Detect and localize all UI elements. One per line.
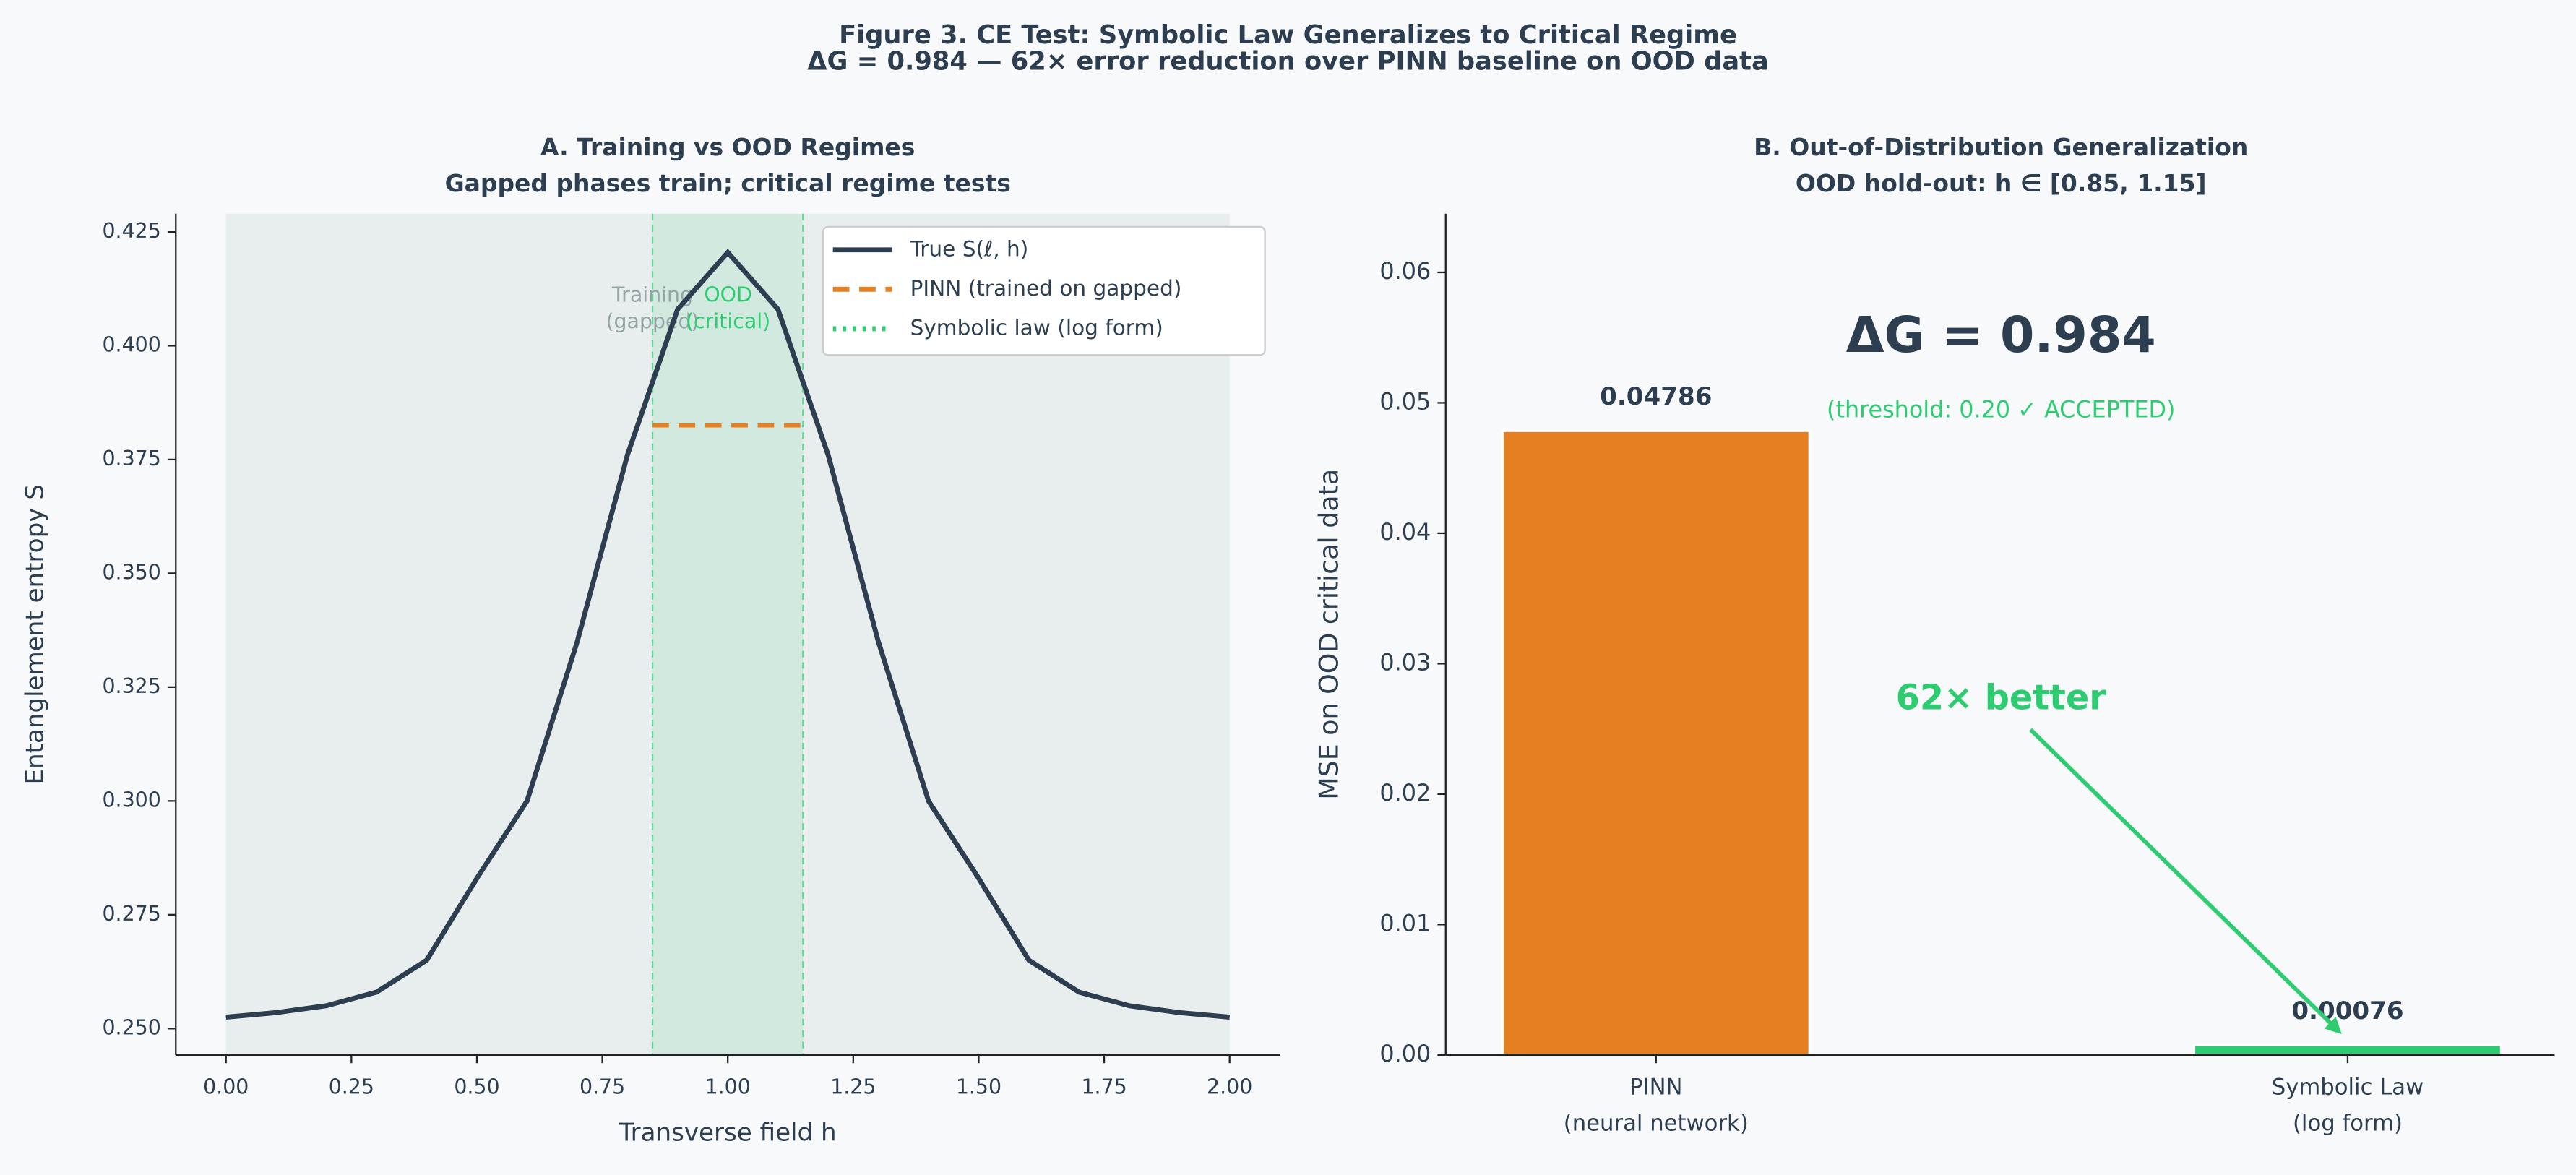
ood-region	[652, 213, 804, 1055]
x-tick-label: 1.75	[1081, 1075, 1127, 1098]
x-tick-label: 1.25	[830, 1075, 876, 1098]
y-tick-label: 0.03	[1379, 648, 1431, 676]
legend-label: True S(ℓ, h)	[910, 236, 1029, 261]
x-tick-label: PINN (neural network)	[1564, 1075, 1749, 1136]
y-tick-label: 0.01	[1379, 909, 1431, 937]
chart-title: B. Out-of-Distribution Generalization OOD…	[1754, 132, 2248, 197]
chart-title: A. Training vs OOD Regimes Gapped phases …	[445, 132, 1011, 197]
y-axis-label: Entanglement entropy S	[21, 484, 50, 784]
y-tick-label: 0.250	[102, 1015, 160, 1039]
annotation: ΔG = 0.984	[1846, 307, 2156, 364]
value-label: 0.04786	[1600, 382, 1712, 411]
y-tick-label: 0.300	[102, 788, 160, 812]
bar	[2192, 1043, 2503, 1056]
y-axis-label: MSE on OOD critical data	[1314, 469, 1345, 800]
y-tick-label: 0.04	[1379, 518, 1431, 546]
region-label: OOD (critical)	[686, 283, 770, 332]
y-tick-label: 0.02	[1379, 779, 1431, 806]
line-series	[225, 249, 1230, 1020]
x-axis-label: Transverse field h	[619, 1118, 837, 1147]
legend-label: Symbolic law (log form)	[910, 315, 1163, 340]
annotation: (threshold: 0.20 ✓ ACCEPTED)	[1827, 396, 2175, 423]
y-tick-label: 0.00	[1379, 1040, 1431, 1067]
y-tick-label: 0.275	[102, 902, 160, 926]
y-tick-label: 0.400	[102, 332, 160, 356]
x-tick-label: 2.00	[1207, 1075, 1252, 1098]
legend-box	[822, 225, 1266, 356]
y-tick-label: 0.06	[1379, 257, 1431, 285]
annotation-arrow	[2029, 728, 2342, 1035]
bar	[1501, 429, 1812, 1056]
y-tick-label: 0.375	[102, 447, 160, 470]
y-tick-label: 0.350	[102, 560, 160, 584]
x-tick-label: Symbolic Law (log form)	[2272, 1075, 2424, 1136]
x-tick-label: 0.75	[580, 1075, 625, 1098]
figure-title: Figure 3. CE Test: Symbolic Law Generali…	[807, 20, 1768, 76]
x-tick-label: 0.25	[329, 1075, 374, 1098]
x-tick-label: 1.00	[705, 1075, 751, 1098]
region-label: Training (gapped)	[606, 283, 699, 332]
x-tick-label: 0.00	[203, 1075, 249, 1098]
y-tick-label: 0.325	[102, 674, 160, 698]
y-tick-label: 0.05	[1379, 387, 1431, 415]
legend-label: PINN (trained on gapped)	[910, 276, 1182, 301]
x-tick-label: 1.50	[956, 1075, 1001, 1098]
x-tick-label: 0.50	[454, 1075, 499, 1098]
y-tick-label: 0.425	[102, 219, 160, 243]
annotation: 62× better	[1896, 679, 2107, 718]
